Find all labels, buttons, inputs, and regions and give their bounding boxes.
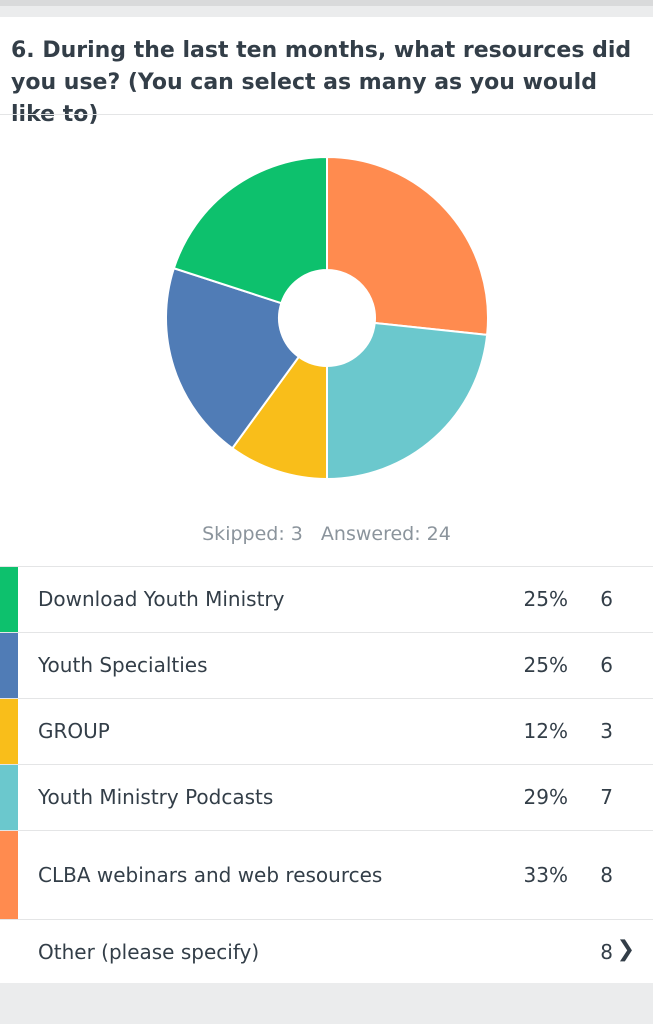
donut-chart xyxy=(165,155,489,481)
pie-slice-clba-webinars-and-web-resources xyxy=(326,155,489,336)
divider xyxy=(0,114,653,115)
answer-label: GROUP xyxy=(38,719,110,743)
answer-row: Youth Ministry Podcasts 29% 7 xyxy=(0,764,653,830)
color-swatch xyxy=(0,633,18,698)
answer-row: GROUP 12% 3 xyxy=(0,698,653,764)
answer-label: CLBA webinars and web resources xyxy=(38,863,383,887)
response-stats: Skipped: 3 Answered: 24 xyxy=(0,523,653,545)
answer-count: 6 xyxy=(600,587,613,611)
answer-count: 6 xyxy=(600,653,613,677)
question-title: 6. During the last ten months, what reso… xyxy=(11,38,632,127)
color-swatch xyxy=(0,567,18,632)
other-label: Other (please specify) xyxy=(38,940,260,964)
color-swatch xyxy=(0,699,18,764)
answer-row: CLBA webinars and web resources 33% 8 xyxy=(0,830,653,919)
answer-row: Download Youth Ministry 25% 6 xyxy=(0,566,653,632)
answer-label: Download Youth Ministry xyxy=(38,587,285,611)
answer-percent: 25% xyxy=(523,587,568,611)
answer-label: Youth Specialties xyxy=(38,653,208,677)
answer-percent: 25% xyxy=(523,653,568,677)
pie-slice-youth-ministry-podcasts xyxy=(326,321,489,481)
pie-slice-download-youth-ministry xyxy=(172,155,328,305)
answer-count: 7 xyxy=(600,785,613,809)
answer-percent: 33% xyxy=(523,863,568,887)
question-card: 6. During the last ten months, what reso… xyxy=(0,17,653,983)
answer-label: Youth Ministry Podcasts xyxy=(38,785,274,809)
answered-count: Answered: 24 xyxy=(320,523,451,545)
color-swatch xyxy=(0,831,18,919)
skipped-count: Skipped: 3 xyxy=(202,523,303,545)
chevron-right-icon[interactable]: ❯ xyxy=(616,937,635,962)
answer-count: 3 xyxy=(600,719,613,743)
other-row[interactable]: Other (please specify) 8 ❯ xyxy=(0,919,653,984)
answer-percent: 29% xyxy=(523,785,568,809)
other-count: 8 xyxy=(600,940,613,964)
answer-percent: 12% xyxy=(523,719,568,743)
pie-slice-youth-specialties xyxy=(165,266,301,450)
answer-table: Download Youth Ministry 25% 6 Youth Spec… xyxy=(0,566,653,984)
top-bar xyxy=(0,0,653,6)
color-swatch xyxy=(0,765,18,830)
answer-row: Youth Specialties 25% 6 xyxy=(0,632,653,698)
answer-count: 8 xyxy=(600,863,613,887)
